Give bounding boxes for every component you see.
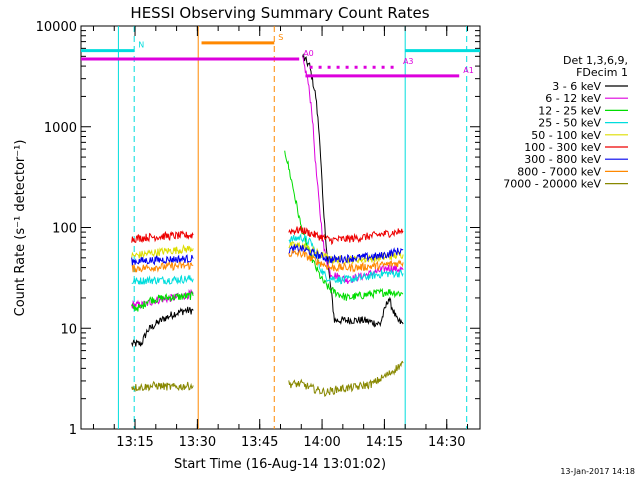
chart-title: HESSI Observing Summary Count Rates — [130, 4, 429, 22]
series-6-12-kev — [131, 56, 404, 309]
annotation-label-a0: A0 — [303, 49, 314, 58]
legend-label: 6 - 12 keV — [545, 92, 601, 105]
annotation-a3: A3 — [309, 57, 414, 69]
series-line-3-0 — [131, 274, 194, 285]
plot-frame — [80, 25, 481, 430]
legend-label: 800 - 7000 keV — [517, 165, 601, 178]
legend-label: 25 - 50 keV — [538, 117, 601, 130]
annotation-label-a3: A3 — [403, 57, 414, 66]
annotation-label-n: N — [138, 41, 144, 50]
series-line-0-1 — [302, 53, 404, 328]
series-12-25-kev — [131, 150, 404, 312]
series-line-6-0 — [131, 254, 194, 266]
series-line-3-1 — [288, 233, 404, 285]
annotation-a0: A0 — [81, 49, 314, 61]
annotation-n: N — [81, 41, 480, 53]
series-line-0-0 — [131, 306, 194, 348]
legend-header: FDecim 1 — [576, 66, 628, 79]
series-100-300-kev — [131, 225, 404, 246]
date-stamp: 13-Jan-2017 14:18 — [560, 467, 635, 476]
y-tick-label: 1000 — [44, 121, 77, 136]
annotation-label-s: S — [278, 33, 283, 42]
legend-label: 3 - 6 keV — [552, 80, 601, 93]
x-axis-label: Start Time (16-Aug-14 13:01:02) — [174, 457, 386, 472]
series-3-6-kev — [131, 53, 404, 348]
series-line-2-0 — [131, 290, 194, 312]
x-tick-label: 13:30 — [179, 435, 216, 450]
legend-header: Det 1,3,6,9, — [563, 54, 628, 67]
x-tick-label: 13:45 — [241, 435, 278, 450]
y-tick-label: 100 — [52, 222, 77, 237]
legend-label: 12 - 25 keV — [538, 104, 601, 117]
x-tick-label: 14:30 — [428, 435, 465, 450]
x-tick-label: 14:00 — [303, 435, 340, 450]
series-7000-20000-kev — [131, 360, 404, 397]
series-line-6-1 — [288, 243, 404, 264]
y-tick-label: 1 — [69, 423, 77, 438]
series-line-8-1 — [288, 360, 404, 397]
legend-label: 7000 - 20000 keV — [503, 178, 601, 191]
annotation-a1: A1 — [305, 66, 474, 78]
series-800-7000-kev — [131, 249, 404, 273]
series-300-800-kev — [131, 243, 404, 266]
x-tick-label: 13:15 — [116, 435, 153, 450]
legend-label: 300 - 800 keV — [524, 153, 601, 166]
legend-label: 50 - 100 keV — [531, 129, 601, 142]
x-tick-label: 14:15 — [366, 435, 403, 450]
series-line-7-0 — [131, 261, 194, 273]
annotation-label-a1: A1 — [463, 66, 474, 75]
annotation-s: S — [201, 33, 283, 45]
series-line-8-0 — [131, 380, 194, 393]
series-line-5-1 — [288, 225, 404, 246]
series-line-5-0 — [131, 230, 194, 243]
y-tick-label: 10000 — [36, 20, 77, 35]
legend-label: 100 - 300 keV — [524, 141, 601, 154]
plot-area: N S A0 A3 A1 1 10 100 1000 10000 13:15 13:30 13:45 14… — [36, 20, 481, 450]
series-line-2-1 — [284, 150, 404, 301]
series-line-4-0 — [131, 244, 194, 259]
series-25-50-kev — [131, 233, 404, 285]
series-line-7-1 — [288, 249, 404, 273]
y-tick-label: 10 — [60, 322, 77, 337]
y-axis-label: Count Rate (s⁻¹ detector⁻¹) — [13, 140, 28, 317]
